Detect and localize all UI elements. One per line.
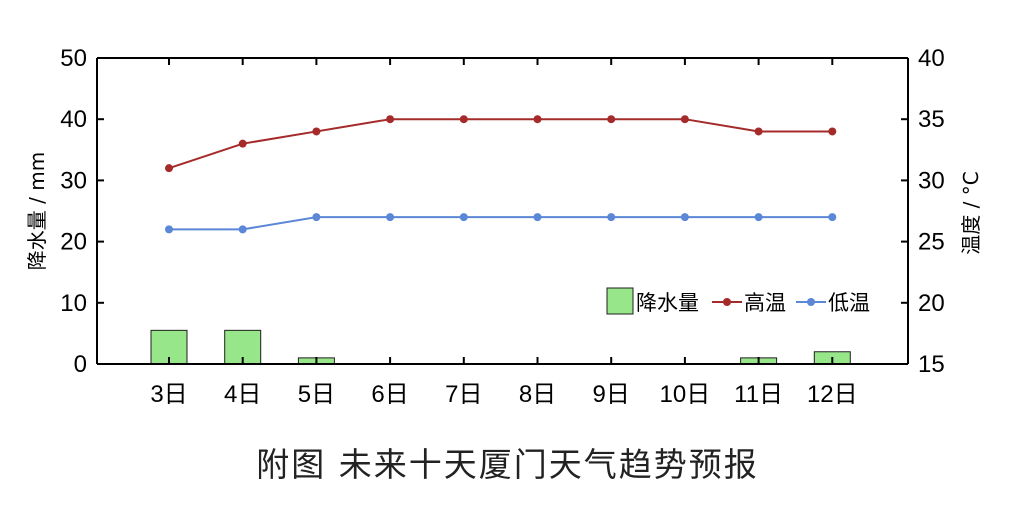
x-tick-label: 6日: [371, 381, 408, 408]
left-tick-label: 20: [60, 229, 87, 256]
left-tick-label: 0: [74, 351, 87, 378]
legend-label-low: 低温: [828, 291, 870, 315]
point-high-6日: [386, 115, 395, 124]
legend: 降水量 高温 低温: [606, 287, 870, 315]
point-low-5日: [312, 213, 321, 222]
legend-label-precipitation: 降水量: [636, 291, 699, 315]
x-tick-label: 7日: [445, 381, 482, 408]
point-low-8日: [533, 213, 542, 222]
x-tick-label: 4日: [224, 381, 261, 408]
x-tick-label: 11日: [734, 381, 783, 408]
point-low-3日: [165, 225, 173, 234]
legend-marker-high: [723, 298, 731, 306]
point-low-9日: [607, 213, 616, 222]
right-tick-label: 30: [918, 167, 945, 194]
legend-swatch-precipitation: [606, 287, 634, 315]
point-high-7日: [459, 115, 468, 124]
x-tick-label: 5日: [298, 381, 335, 408]
point-low-12日: [828, 213, 837, 222]
point-low-4日: [238, 225, 247, 234]
right-tick-label: 35: [918, 106, 945, 133]
x-tick-label: 12日: [807, 381, 858, 408]
axis-titles: 降水量 / mm 温度 / °C: [25, 152, 983, 270]
right-tick-label: 40: [918, 45, 945, 72]
left-axis-title: 降水量 / mm: [25, 152, 49, 270]
line-series-low: [169, 216, 833, 231]
point-low-6日: [386, 213, 395, 222]
legend-label-high: 高温: [744, 291, 786, 315]
temperature-lines: [165, 115, 837, 234]
x-tick-label: 8日: [519, 381, 556, 408]
figure-caption: 附图 未来十天厦门天气趋势预报: [256, 445, 759, 484]
right-tick-label: 15: [918, 351, 945, 378]
point-high-4日: [238, 139, 247, 148]
left-tick-label: 30: [60, 167, 87, 194]
legend-marker-low: [807, 298, 815, 306]
left-tick-label: 10: [60, 290, 87, 317]
x-tick-label: 10日: [660, 381, 711, 408]
left-tick-label: 50: [60, 45, 87, 72]
right-axis-title: 温度 / °C: [959, 171, 983, 254]
x-tick-label: 3日: [150, 381, 187, 408]
point-low-11日: [754, 213, 763, 222]
point-high-11日: [754, 127, 763, 136]
right-tick-label: 20: [918, 290, 945, 317]
point-high-9日: [607, 115, 616, 124]
point-high-3日: [165, 164, 173, 173]
point-high-12日: [828, 127, 837, 136]
x-tick-label: 9日: [593, 381, 630, 408]
right-tick-label: 25: [918, 229, 945, 256]
point-high-10日: [680, 115, 689, 124]
point-high-5日: [312, 127, 321, 136]
point-low-10日: [680, 213, 689, 222]
point-high-8日: [533, 115, 542, 124]
point-low-7日: [459, 213, 468, 222]
precipitation-bars: [150, 329, 851, 365]
line-series-high: [168, 118, 833, 170]
tick-labels: 0 10 20 30 40 50 15 20 25 30 35 40 3日 4日 5日 6日 7日 8日 9日 10日…: [60, 45, 944, 408]
axes: [96, 57, 909, 365]
left-tick-label: 40: [60, 106, 87, 133]
